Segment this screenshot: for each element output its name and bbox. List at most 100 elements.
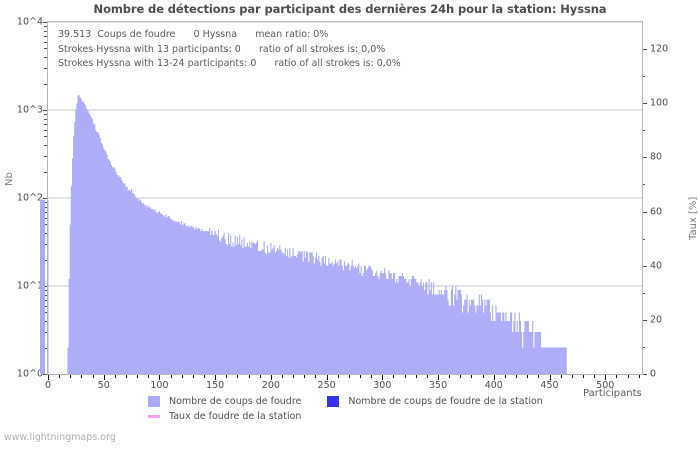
- x-tick-minor: [471, 374, 473, 378]
- x-tick-minor: [360, 374, 362, 378]
- x-tick-minor: [337, 374, 339, 378]
- y-tick-minor-left: [44, 224, 47, 226]
- x-tick-mark: [270, 374, 272, 380]
- y-tick-minor-left: [44, 123, 47, 125]
- y-tick-minor-left: [44, 171, 47, 173]
- y-tick-minor-right: [642, 292, 645, 294]
- x-tick-minor: [81, 374, 83, 378]
- histogram-svg: [48, 22, 642, 374]
- watermark: www.lightningmaps.org: [4, 432, 116, 443]
- x-tick-minor: [582, 374, 584, 378]
- x-tick-minor: [114, 374, 116, 378]
- x-tick-minor: [226, 374, 228, 378]
- x-tick-minor: [449, 374, 451, 378]
- x-tick-mark: [326, 374, 328, 380]
- y-tick-mark-right: [642, 103, 647, 105]
- y-tick-minor-right: [642, 130, 645, 132]
- x-tick-minor: [616, 374, 618, 378]
- x-tick-minor: [192, 374, 194, 378]
- y-tick-mark-right: [642, 49, 647, 51]
- y-tick-right: 60: [650, 206, 663, 218]
- y-tick-minor-left: [44, 145, 47, 147]
- x-tick-minor: [627, 374, 629, 378]
- y-tick-minor-left: [44, 83, 47, 85]
- x-tick-minor: [348, 374, 350, 378]
- x-tick-label: 300: [373, 380, 392, 391]
- y-tick-minor-left: [44, 35, 47, 37]
- legend-line-station-rate: [148, 415, 160, 418]
- y-tick-minor-left: [44, 305, 47, 307]
- y-tick-right: 40: [650, 260, 663, 272]
- x-tick-mark: [48, 374, 49, 380]
- x-axis-title: Participants: [583, 388, 642, 399]
- x-tick-label: 350: [428, 380, 448, 391]
- y-tick-minor-left: [44, 233, 47, 235]
- x-tick-minor: [92, 374, 94, 378]
- y-tick-minor-left: [44, 332, 47, 333]
- x-tick-mark: [103, 374, 105, 380]
- chart-legend: Nombre de coups de foudre Nombre de coup…: [148, 394, 543, 424]
- x-tick-minor: [70, 374, 72, 378]
- y-tick-right: 120: [650, 43, 669, 55]
- x-tick-label: 450: [540, 380, 559, 391]
- y-tick-left: 10^3: [16, 104, 43, 116]
- y-tick-mark-left: [43, 22, 48, 23]
- y-tick-minor-left: [44, 48, 47, 50]
- y-tick-mark-left: [43, 374, 48, 375]
- x-tick-mark: [438, 374, 440, 380]
- y-tick-minor-left: [44, 118, 47, 120]
- y-tick-minor-left: [44, 290, 47, 292]
- y-tick-mark-right: [642, 157, 647, 159]
- y-tick-left: 10^0: [16, 368, 43, 380]
- x-tick-minor: [204, 374, 206, 378]
- x-tick-minor: [248, 374, 250, 378]
- y-tick-minor-left: [44, 206, 47, 208]
- y-tick-minor-left: [44, 202, 47, 204]
- station-zero-bar: [40, 199, 45, 374]
- x-tick-label: 100: [150, 380, 169, 391]
- y-tick-right: 100: [650, 97, 669, 109]
- x-tick-minor: [181, 374, 183, 378]
- x-tick-minor: [148, 374, 150, 378]
- x-tick-minor: [482, 374, 484, 378]
- y-tick-minor-left: [44, 312, 47, 314]
- x-tick-label: 50: [97, 380, 110, 391]
- y-tick-minor-left: [44, 41, 47, 43]
- x-tick-minor: [371, 374, 373, 378]
- y-tick-left: 10^2: [16, 192, 43, 204]
- x-tick-minor: [59, 374, 61, 378]
- x-tick-minor: [126, 374, 127, 378]
- legend-label-strokes: Nombre de coups de foudre: [169, 396, 302, 407]
- y-tick-mark-right: [642, 211, 647, 213]
- y-tick-minor-left: [44, 68, 47, 69]
- x-tick-mark: [605, 374, 607, 380]
- x-tick-mark: [382, 374, 384, 380]
- legend-item-station-rate[interactable]: Taux de foudre de la station: [148, 411, 301, 422]
- y-tick-minor-left: [44, 217, 47, 219]
- x-tick-minor: [304, 374, 306, 378]
- legend-label-station-rate: Taux de foudre de la station: [169, 411, 302, 422]
- y-tick-minor-left: [44, 156, 47, 157]
- x-tick-minor: [315, 374, 317, 378]
- y-tick-mark-left: [43, 286, 48, 287]
- y-tick-right: 20: [650, 314, 663, 326]
- legend-item-strokes[interactable]: Nombre de coups de foudre: [148, 396, 301, 407]
- x-tick-minor: [538, 374, 540, 378]
- x-tick-minor: [560, 374, 562, 378]
- y-tick-minor-left: [44, 114, 47, 116]
- x-tick-mark: [159, 374, 161, 380]
- y-tick-minor-left: [44, 347, 47, 349]
- x-tick-mark: [549, 374, 551, 380]
- y-tick-mark-left: [43, 110, 48, 111]
- y-tick-minor-left: [44, 57, 47, 59]
- legend-swatch-strokes: [148, 396, 160, 407]
- x-tick-minor: [259, 374, 261, 378]
- plot-area: 39.513 Coups de foudre 0 Hyssna mean rat…: [47, 21, 643, 375]
- x-tick-minor: [137, 374, 139, 378]
- x-tick-label: 0: [44, 380, 52, 391]
- x-tick-minor: [638, 374, 640, 378]
- y-tick-mark-right: [642, 265, 647, 267]
- legend-item-station-strokes[interactable]: Nombre de coups de foudre de la station: [327, 396, 543, 407]
- x-tick-minor: [504, 374, 506, 378]
